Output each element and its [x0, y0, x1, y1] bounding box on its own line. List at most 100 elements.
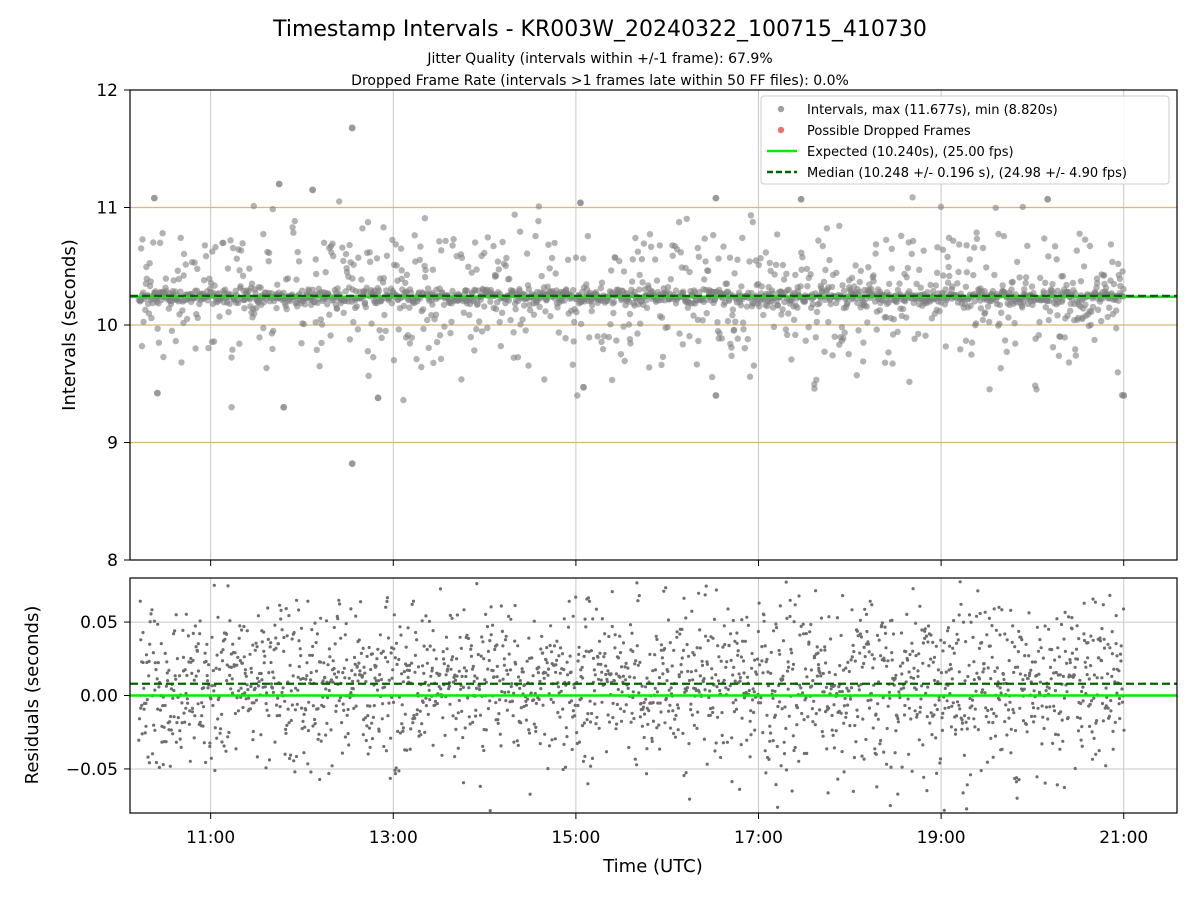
interval-point — [841, 329, 848, 336]
residual-point — [496, 721, 500, 726]
residual-point — [846, 703, 850, 707]
residual-point — [584, 625, 588, 629]
interval-point — [155, 339, 163, 346]
residual-point — [688, 797, 692, 801]
jitter-quality-subtitle: Jitter Quality (intervals within +/-1 fr… — [426, 51, 772, 67]
residual-point — [1036, 649, 1041, 653]
interval-point — [986, 386, 993, 393]
residual-point — [731, 618, 735, 623]
residual-point — [705, 660, 709, 664]
residual-point — [588, 699, 592, 703]
residual-point — [736, 653, 740, 657]
residual-point — [305, 674, 309, 678]
interval-point — [780, 276, 788, 283]
residual-point — [1029, 668, 1033, 672]
residual-point — [338, 602, 342, 606]
residual-point — [477, 687, 482, 692]
residual-point — [388, 776, 392, 781]
residual-point — [531, 674, 535, 678]
interval-point — [672, 287, 680, 294]
residual-point — [712, 617, 717, 622]
residual-point — [1098, 636, 1102, 640]
residual-point — [181, 655, 186, 660]
residual-point — [812, 656, 817, 660]
interval-point — [309, 186, 317, 194]
residual-point — [1033, 714, 1037, 718]
residual-point — [244, 697, 248, 701]
residual-point — [496, 718, 500, 722]
residual-point — [374, 679, 378, 683]
residual-point — [228, 619, 232, 623]
residual-point — [809, 668, 814, 672]
residual-point — [427, 688, 431, 692]
residual-point — [1072, 673, 1076, 677]
residual-point — [1095, 719, 1099, 723]
residual-point — [925, 715, 929, 719]
residual-point — [294, 754, 299, 759]
interval-point — [424, 316, 431, 324]
residual-point — [165, 671, 169, 675]
residual-point — [657, 676, 662, 680]
residual-point — [184, 612, 188, 616]
residual-point — [1052, 671, 1056, 675]
residual-point — [161, 704, 165, 708]
residual-point — [671, 709, 675, 713]
residual-point — [539, 687, 543, 691]
residual-point — [755, 672, 759, 676]
interval-point — [430, 359, 437, 367]
residual-point — [206, 686, 210, 690]
residual-point — [319, 739, 323, 743]
residual-point — [689, 702, 693, 706]
residual-point — [196, 669, 200, 673]
residual-point — [527, 731, 532, 735]
interval-point — [826, 256, 833, 264]
residual-point — [206, 679, 210, 683]
legend-label: Intervals, max (11.677s), min (8.820s) — [807, 103, 1058, 118]
residual-point — [985, 633, 989, 637]
interval-point — [368, 320, 375, 327]
interval-point — [1053, 256, 1060, 263]
residual-point — [447, 684, 452, 688]
residual-point — [871, 726, 875, 730]
residual-point — [1085, 673, 1089, 677]
interval-point — [388, 300, 395, 307]
interval-point — [844, 300, 851, 307]
residual-point — [1081, 685, 1085, 689]
interval-point — [555, 329, 562, 336]
residual-point — [972, 678, 976, 682]
interval-point — [375, 287, 383, 294]
residual-point — [466, 636, 471, 641]
residual-point — [698, 628, 702, 632]
residual-point — [437, 685, 441, 689]
residual-point — [365, 654, 369, 659]
residual-point — [289, 718, 293, 723]
interval-point — [1065, 359, 1073, 366]
residual-point — [960, 721, 965, 725]
residual-point — [141, 660, 145, 665]
residual-point — [308, 653, 312, 657]
residual-point — [1052, 704, 1056, 708]
interval-point — [979, 244, 987, 252]
residual-point — [927, 664, 931, 668]
residual-point — [956, 638, 960, 642]
interval-point — [821, 348, 828, 355]
residual-point — [1095, 676, 1099, 680]
residual-point — [673, 735, 678, 739]
residual-point — [954, 728, 958, 732]
interval-point — [744, 335, 751, 343]
interval-point — [400, 396, 407, 404]
interval-point — [172, 337, 179, 345]
residual-point — [288, 756, 292, 761]
interval-point — [756, 303, 763, 310]
residual-point — [607, 634, 611, 639]
residual-point — [726, 687, 730, 692]
interval-point — [333, 305, 341, 312]
residual-point — [304, 708, 308, 712]
interval-point — [1044, 195, 1052, 203]
residual-point — [1100, 627, 1104, 631]
residual-point — [917, 652, 921, 656]
residual-point — [631, 690, 635, 694]
residual-point — [615, 702, 620, 707]
residual-point — [776, 805, 780, 809]
residual-point — [890, 618, 894, 623]
